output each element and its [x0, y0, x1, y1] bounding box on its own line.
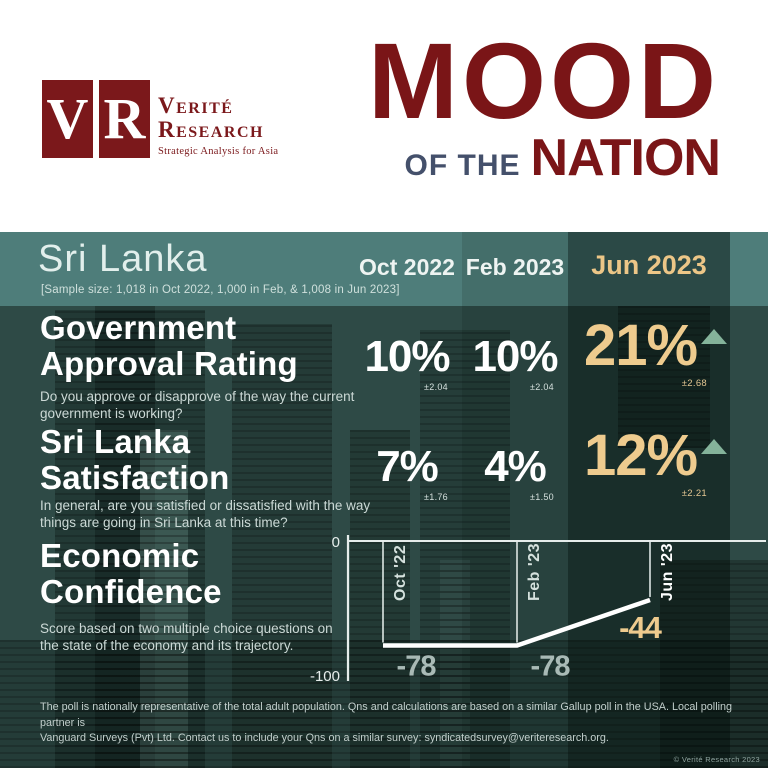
skyline-building — [232, 324, 332, 768]
metric-description-economic-confidence: Score based on two multiple choice quest… — [40, 621, 333, 653]
data-board: Sri Lanka [Sample size: 1,018 in Oct 202… — [0, 232, 768, 768]
skyline-building — [420, 330, 510, 768]
value-sat-oct-2022: 7% ±1.76 — [352, 442, 462, 503]
header-band — [0, 232, 768, 306]
metric-title-economic-confidence: Economic Confidence — [40, 538, 222, 610]
brand-name-line2: Research — [158, 117, 264, 142]
skyline-building — [350, 430, 410, 768]
footer-note-line: Vanguard Surveys (Pvt) Ltd. Contact us t… — [40, 732, 609, 744]
value-number: 10% — [364, 332, 450, 381]
page-title: MOOD OF THE NATION — [368, 20, 721, 188]
value-sat-feb-2023: 4% ±1.50 — [462, 442, 568, 503]
value-gov-jun-2023: 21% ±2.68 — [572, 315, 727, 389]
column-band-jun-2023 — [568, 232, 730, 768]
logo-monogram: V R — [42, 80, 150, 158]
brand-tagline: Strategic Analysis for Asia — [158, 146, 279, 157]
metric-title-line: Satisfaction — [40, 459, 230, 496]
metric-title-line: Sri Lanka — [40, 423, 191, 460]
skyline-building — [55, 310, 205, 768]
svg-text:-78: -78 — [531, 651, 571, 683]
svg-text:-44: -44 — [619, 610, 663, 645]
value-sat-jun-2023: 12% ±2.21 — [572, 425, 727, 499]
svg-text:Oct '22: Oct '22 — [392, 545, 409, 601]
svg-text:-78: -78 — [397, 651, 437, 683]
logo-letter-v: V — [46, 86, 89, 151]
logo-letter-r: R — [103, 86, 146, 151]
metric-question-government-approval: Do you approve or disapprove of the way … — [40, 389, 355, 421]
value-gov-feb-2023: 10% ±2.04 — [462, 332, 568, 393]
skyline-building-light — [440, 560, 470, 768]
metric-title-line: Government — [40, 309, 237, 346]
logo-letter-r-icon: R — [99, 80, 150, 158]
skyline-building-light — [140, 430, 188, 768]
svg-text:Feb '23: Feb '23 — [526, 543, 543, 601]
skyline-building — [660, 560, 768, 768]
brand-name-line1: Verité — [158, 93, 234, 118]
country-title: Sri Lanka — [38, 238, 208, 280]
skyline-building — [618, 306, 710, 448]
metric-title-line: Approval Rating — [40, 345, 298, 382]
margin-of-error: ±2.04 — [424, 382, 448, 392]
title-word-mood: MOOD — [368, 20, 720, 141]
economic-confidence-chart: 0 -100 Oct '22 Feb '23 Jun '23 -78 -78 -44 — [310, 534, 766, 685]
metric-title-line: Confidence — [40, 573, 222, 610]
metric-title-government-approval: Government Approval Rating — [40, 310, 298, 382]
verite-research-logo: V R Verité Research Strategic Analysis f… — [42, 80, 278, 158]
value-number: 7% — [376, 442, 439, 491]
copyright: © Verité Research 2023 — [673, 755, 760, 764]
footer-note: The poll is nationally representative of… — [40, 700, 732, 747]
sample-size-note: [Sample size: 1,018 in Oct 2022, 1,000 i… — [41, 284, 400, 296]
column-header-jun-2023: Jun 2023 — [591, 250, 707, 280]
svg-text:0: 0 — [332, 534, 340, 551]
margin-of-error: ±2.04 — [530, 382, 554, 392]
value-gov-oct-2022: 10% ±2.04 — [352, 332, 462, 393]
brand-wordmark: Verité Research Strategic Analysis for A… — [158, 80, 279, 158]
column-band-feb-2023 — [462, 232, 568, 768]
skyline-building — [95, 302, 155, 768]
title-word-of-the: OF THE — [404, 149, 521, 182]
title-word-nation: NATION — [530, 129, 721, 187]
value-number: 10% — [472, 332, 558, 381]
skyline-base — [0, 640, 768, 768]
margin-of-error: ±2.68 — [681, 378, 707, 389]
margin-of-error: ±2.21 — [681, 488, 707, 499]
metric-title-sri-lanka-satisfaction: Sri Lanka Satisfaction — [40, 424, 229, 496]
column-header-feb-2023: Feb 2023 — [465, 254, 565, 280]
svg-text:-100: -100 — [310, 668, 340, 685]
trend-up-icon — [701, 439, 727, 454]
value-number: 12% — [583, 423, 698, 488]
logo-letter-v-icon: V — [42, 80, 93, 158]
metric-title-line: Economic — [40, 537, 200, 574]
footer-note-line: The poll is nationally representative of… — [40, 701, 733, 729]
column-header-oct-2022: Oct 2022 — [359, 254, 455, 280]
trend-up-icon — [701, 329, 727, 344]
value-number: 4% — [484, 442, 547, 491]
metric-question-sri-lanka-satisfaction: In general, are you satisfied or dissati… — [40, 498, 371, 530]
top-banner: V R Verité Research Strategic Analysis f… — [0, 0, 768, 232]
svg-text:Jun '23: Jun '23 — [659, 543, 676, 601]
value-number: 21% — [583, 313, 698, 378]
margin-of-error: ±1.50 — [530, 492, 554, 502]
margin-of-error: ±1.76 — [424, 492, 448, 502]
